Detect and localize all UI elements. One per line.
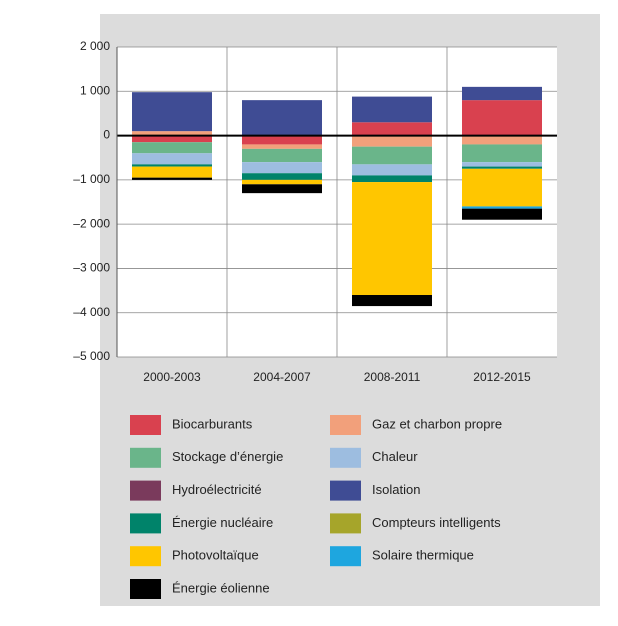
legend-label: Énergie nucléaire: [172, 515, 273, 530]
bar-segment: [242, 173, 322, 180]
bar-segment: [242, 135, 322, 145]
legend-label: Chaleur: [372, 449, 418, 464]
bar-segment: [132, 166, 212, 178]
legend-swatch: [330, 415, 361, 435]
y-tick-label: 1 000: [80, 83, 110, 97]
bar-segment: [132, 164, 212, 167]
y-tick-label: –5 000: [73, 349, 110, 363]
y-tick-label: 0: [103, 128, 110, 142]
bar-segment: [242, 148, 322, 163]
legend-label: Stockage d’énergie: [172, 449, 283, 464]
bar-segment: [242, 184, 322, 194]
bar-segment: [242, 179, 322, 185]
bar-segment: [462, 166, 542, 169]
x-tick-label: 2008-2011: [364, 370, 421, 384]
legend-swatch: [330, 513, 361, 534]
legend-swatch: [130, 415, 161, 435]
legend-swatch: [330, 447, 361, 468]
legend-label: Biocarburants: [172, 416, 253, 431]
bar-segment: [352, 146, 432, 165]
bar-segment: [462, 135, 542, 145]
bar-segment: [352, 164, 432, 176]
bar-segment: [462, 206, 542, 209]
bar-segment: [352, 295, 432, 307]
x-tick-label: 2012-2015: [473, 370, 531, 384]
bar-segment: [132, 131, 212, 136]
legend-label: Isolation: [372, 482, 420, 497]
bar-segment: [132, 142, 212, 154]
bar-segment: [132, 92, 212, 132]
legend-swatch: [130, 480, 161, 501]
legend-label: Photovoltaïque: [172, 548, 259, 563]
bar-segment: [352, 135, 432, 147]
legend-swatch: [330, 480, 361, 501]
bar-segment: [462, 162, 542, 167]
y-tick-label: –2 000: [73, 216, 110, 230]
bar-segment: [352, 96, 432, 123]
bar-segment: [132, 153, 212, 165]
legend-swatch: [130, 579, 161, 599]
bar-segment: [352, 175, 432, 183]
bar-segment: [242, 162, 322, 174]
y-tick-label: –4 000: [73, 305, 110, 319]
bar-segment: [462, 100, 542, 136]
legend-label: Compteurs intelligents: [372, 515, 501, 530]
bar-segment: [132, 177, 212, 180]
bar-segment: [352, 122, 432, 136]
y-tick-label: 2 000: [80, 39, 110, 53]
y-tick-label: –1 000: [73, 172, 110, 186]
legend-swatch: [130, 513, 161, 534]
x-tick-label: 2000-2003: [143, 370, 201, 384]
bar-segment: [462, 168, 542, 207]
legend-swatch: [130, 447, 161, 468]
bar-segment: [132, 135, 212, 143]
bar-segment: [242, 100, 322, 136]
legend-swatch: [130, 546, 161, 567]
bar-segment: [462, 86, 542, 101]
legend-label: Solaire thermique: [372, 548, 474, 563]
bar-segment: [242, 144, 322, 149]
bar-segment: [352, 182, 432, 295]
bar-segment: [462, 144, 542, 163]
legend-label: Hydroélectricité: [172, 482, 262, 497]
legend-label: Gaz et charbon propre: [372, 416, 502, 431]
x-tick-label: 2004-2007: [253, 370, 311, 384]
legend-label: Énergie éolienne: [172, 580, 270, 595]
y-tick-label: –3 000: [73, 261, 110, 275]
bar-segment: [462, 208, 542, 220]
legend-swatch: [330, 546, 361, 567]
